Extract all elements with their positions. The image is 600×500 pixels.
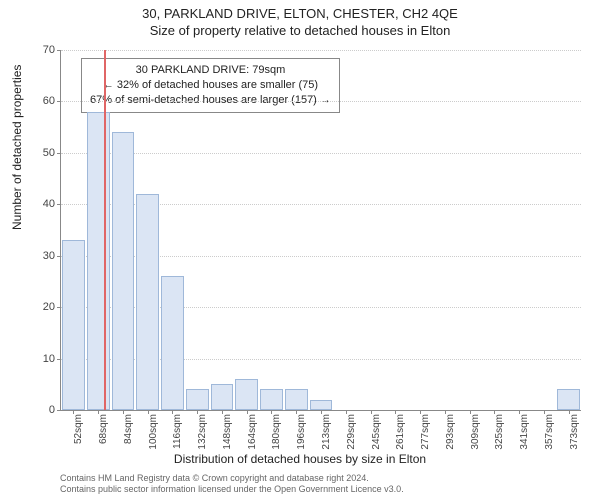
xtick-label: 309sqm [470,414,481,450]
attribution-text: Contains HM Land Registry data © Crown c… [60,473,404,496]
xtick-label: 180sqm [271,414,282,450]
bar [112,132,135,410]
gridline [61,153,581,154]
xtick-label: 84sqm [123,414,134,444]
xtick-label: 164sqm [247,414,258,450]
ytick-mark [57,359,61,360]
bar [557,389,580,410]
annotation-line2: ← 32% of detached houses are smaller (75… [90,78,331,93]
xtick-label: 148sqm [222,414,233,450]
ytick-label: 60 [43,95,55,107]
ytick-label: 40 [43,198,55,210]
chart-title-address: 30, PARKLAND DRIVE, ELTON, CHESTER, CH2 … [0,0,600,21]
xtick-label: 325sqm [494,414,505,450]
xtick-label: 357sqm [544,414,555,450]
bar [136,194,159,410]
xtick-label: 196sqm [296,414,307,450]
ytick-mark [57,410,61,411]
annotation-box: 30 PARKLAND DRIVE: 79sqm ← 32% of detach… [81,58,340,113]
xtick-label: 213sqm [321,414,332,450]
bar [211,384,234,410]
ytick-label: 20 [43,301,55,313]
x-axis-label: Distribution of detached houses by size … [0,452,600,466]
ytick-mark [57,204,61,205]
ytick-label: 70 [43,44,55,56]
ytick-mark [57,50,61,51]
attribution-line1: Contains HM Land Registry data © Crown c… [60,473,404,485]
xtick-label: 341sqm [519,414,530,450]
xtick-label: 261sqm [395,414,406,450]
highlight-line [104,50,106,410]
bar [310,400,333,410]
annotation-line3: 67% of semi-detached houses are larger (… [90,93,331,108]
ytick-label: 10 [43,353,55,365]
bar [260,389,283,410]
ytick-label: 30 [43,250,55,262]
plot-area: 30 PARKLAND DRIVE: 79sqm ← 32% of detach… [60,50,581,411]
gridline [61,101,581,102]
xtick-label: 245sqm [371,414,382,450]
ytick-label: 50 [43,147,55,159]
bar [235,379,258,410]
ytick-mark [57,153,61,154]
xtick-label: 373sqm [569,414,580,450]
ytick-mark [57,256,61,257]
xtick-label: 52sqm [73,414,84,444]
xtick-label: 229sqm [346,414,357,450]
ytick-label: 0 [49,404,55,416]
bar [285,389,308,410]
ytick-mark [57,101,61,102]
gridline [61,50,581,51]
annotation-line1: 30 PARKLAND DRIVE: 79sqm [90,63,331,78]
xtick-label: 68sqm [98,414,109,444]
xtick-label: 293sqm [445,414,456,450]
xtick-label: 132sqm [197,414,208,450]
ytick-mark [57,307,61,308]
xtick-label: 100sqm [148,414,159,450]
xtick-label: 116sqm [172,414,183,449]
xtick-label: 277sqm [420,414,431,450]
bar [186,389,209,410]
bar [62,240,85,410]
bar [161,276,184,410]
attribution-line2: Contains public sector information licen… [60,484,404,496]
y-axis-label: Number of detached properties [10,65,24,230]
chart-title-description: Size of property relative to detached ho… [0,21,600,38]
